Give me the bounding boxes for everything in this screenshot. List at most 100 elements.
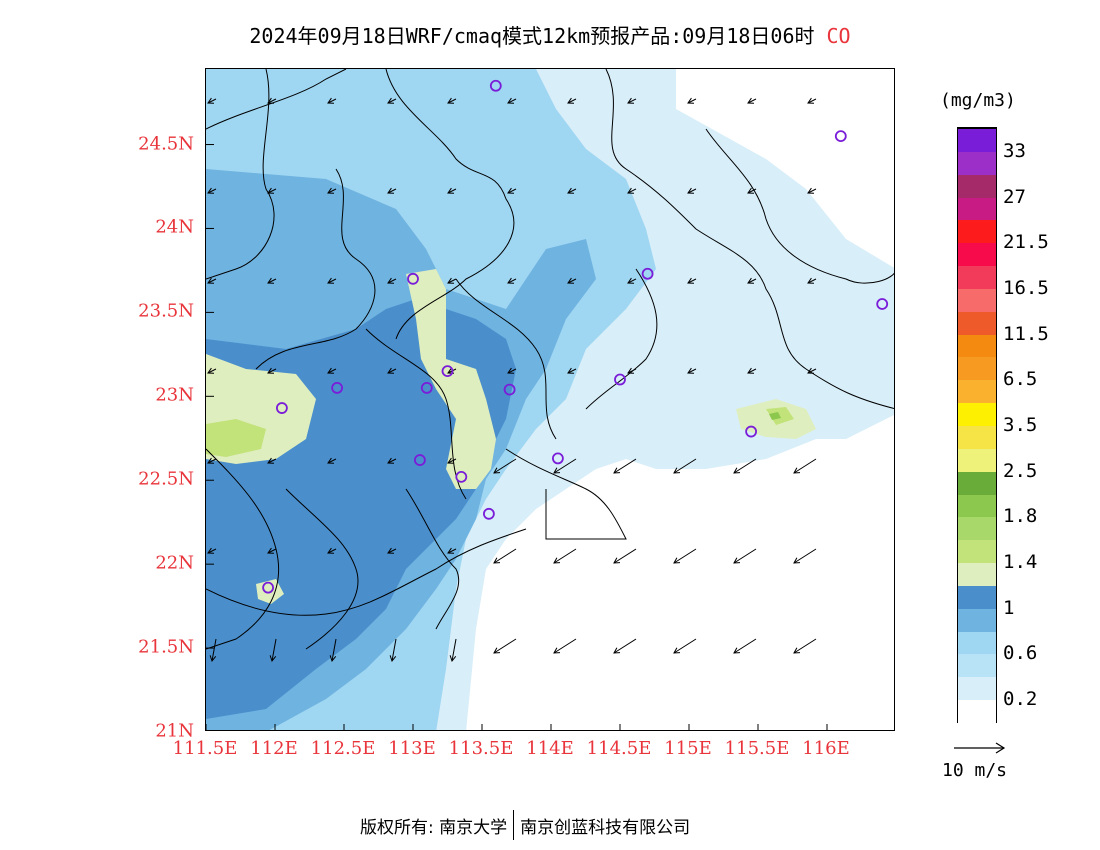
wind-arrow [447,277,457,284]
colorbar-segment [958,470,996,495]
y-tick-label: 21.5N [138,636,194,658]
wind-arrow [387,277,397,284]
station-marker [745,425,757,438]
colorbar-segment [958,539,996,564]
wind-reference-label: 10 m/s [942,760,1008,781]
colorbar-label: 0.2 [1003,688,1038,711]
co-concentration-map [205,68,895,731]
wind-arrow [493,458,517,474]
wind-arrow [627,97,637,104]
colorbar-segment [958,584,996,609]
colorbar-label: 11.5 [1003,322,1049,345]
wind-arrow [329,638,337,663]
wind-arrow [613,548,637,564]
wind-arrow [747,97,757,104]
wind-arrow [507,367,517,374]
wind-arrow [613,458,637,474]
colorbar-segment [958,150,996,175]
colorbar-segment [958,653,996,678]
wind-arrow [207,457,217,464]
colorbar-segment [958,287,996,312]
wind-arrow [793,548,817,564]
wind-arrow [673,548,697,564]
wind-arrow [553,548,577,564]
wind-arrow [207,187,217,194]
colorbar-segment [958,699,996,723]
wind-arrow [733,638,757,654]
admin-boundaries [206,69,894,650]
wind-arrow [687,97,697,104]
x-tick-label: 112E [250,738,298,759]
wind-arrow [553,458,577,474]
wind-arrow [507,97,517,104]
colorbar-label: 3.5 [1003,414,1038,436]
wind-arrow [387,367,397,374]
wind-arrow [747,277,757,284]
colorbar-segment [958,333,996,358]
x-tick-label: 115E [664,738,712,759]
copyright-footer: 版权所有: 南京大学 南京创蓝科技有限公司 [360,810,690,840]
wind-arrow [327,367,337,374]
station-marker [420,382,433,394]
colorbar-label: 1 [1003,596,1015,619]
y-tick-label: 23N [155,384,194,406]
colorbar-segment [958,607,996,632]
colorbar-label: 1.8 [1003,505,1038,528]
colorbar-segment [958,425,996,449]
x-tick-label: 115.5E [724,738,790,759]
colorbar-segment [958,196,996,221]
wind-arrow [747,367,757,374]
station-markers [262,79,889,594]
wind-arrow [567,187,577,194]
wind-arrow [567,277,577,284]
wind-arrow [627,277,637,284]
wind-arrow [567,367,577,374]
wind-arrow [267,97,277,104]
colorbar-segment [958,242,996,267]
map-canvas [206,69,894,730]
x-tick-label: 116E [802,738,850,759]
station-marker [262,581,274,594]
x-tick-label: 111.5E [172,738,238,759]
colorbar-segment [958,516,996,541]
wind-arrow [267,547,277,554]
y-tick-label: 21N [155,720,194,742]
colorbar-segment [958,402,996,426]
colorbar-segment [958,219,996,244]
colorbar-label: 33 [1003,139,1026,162]
colorbar-unit: (mg/m3) [940,90,1016,111]
wind-arrow [493,638,517,654]
wind-arrow [207,97,217,104]
x-tick-label: 114.5E [586,738,652,759]
wind-arrow [807,187,817,194]
wind-arrow [327,97,337,104]
wind-arrow [327,547,337,554]
concentration-fill-green [206,419,266,457]
wind-arrow [493,548,517,564]
x-tick-label: 113E [388,738,436,759]
colorbar-segment [958,379,996,404]
wind-arrow [207,547,217,554]
colorbar-label: 16.5 [1003,276,1049,299]
wind-arrow [387,547,397,554]
station-marker [455,470,468,483]
x-tick-label: 114E [526,738,574,759]
wind-arrow [807,367,817,374]
wind-vectors [207,97,817,663]
wind-arrow [449,638,457,663]
wind-arrow [387,97,397,104]
y-tick-label: 23.5N [138,300,194,322]
colorbar [957,127,997,723]
wind-arrow [507,277,517,284]
wind-arrow [673,458,697,474]
station-marker [614,373,626,386]
colorbar-segment [958,447,996,472]
wind-arrow [793,638,817,654]
station-marker [551,452,564,465]
x-tick-label: 113.5E [448,738,514,759]
station-marker [489,79,502,92]
y-tick-label: 24.5N [138,133,194,155]
wind-arrow [733,458,757,474]
wind-arrow [207,367,217,374]
colorbar-segment [958,173,996,198]
